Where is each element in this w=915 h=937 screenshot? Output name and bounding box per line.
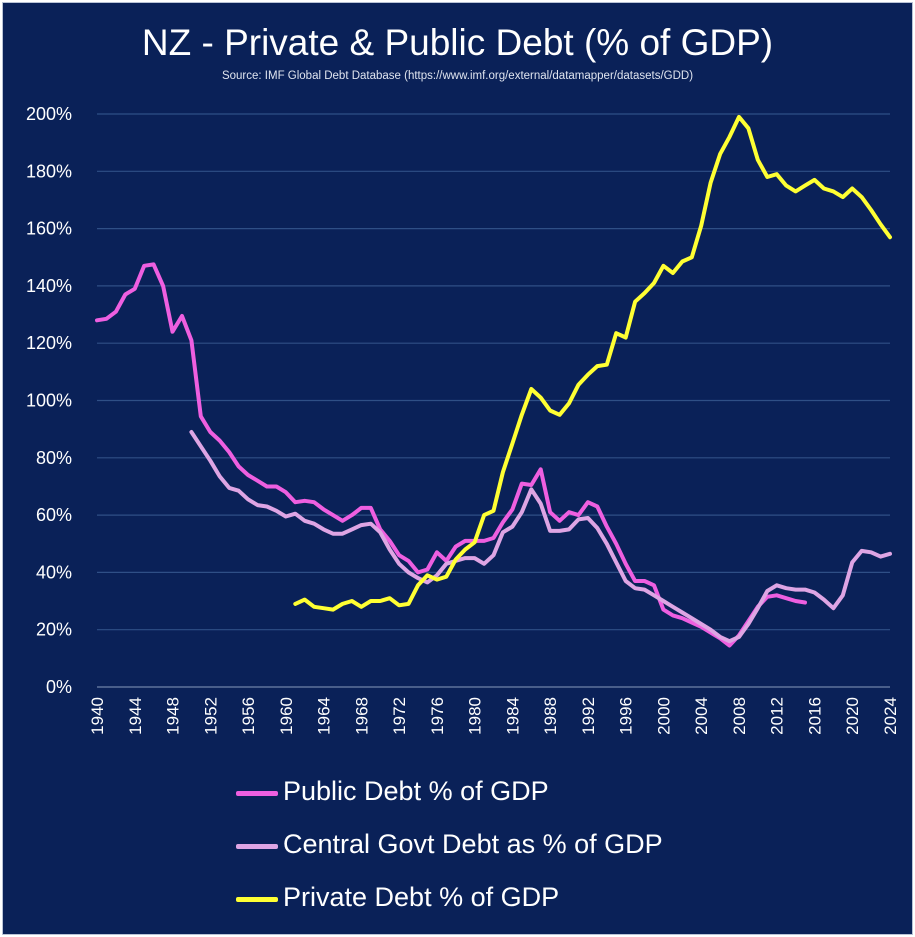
- legend-label-central-govt-debt: Central Govt Debt as % of GDP: [283, 829, 663, 859]
- y-tick-label: 0%: [46, 677, 72, 697]
- x-axis-ticks: 1940 1944 1948 1952 1956 1960 1964 1968 1972 1976…: [88, 697, 900, 735]
- series-line-private-debt-of-gdp: [293, 114, 892, 612]
- x-tick-label: 1968: [352, 697, 371, 735]
- series-lines: [95, 114, 892, 648]
- y-tick-label: 120%: [26, 333, 72, 353]
- legend-swatch-public-debt: [236, 791, 278, 796]
- x-tick-label: 2000: [654, 697, 673, 735]
- series-line-public-debt-of-gdp: [95, 262, 807, 648]
- y-tick-label: 40%: [36, 562, 72, 582]
- x-tick-label: 2024: [881, 697, 900, 735]
- y-tick-label: 180%: [26, 161, 72, 181]
- y-tick-label: 80%: [36, 448, 72, 468]
- x-tick-label: 1940: [88, 697, 107, 735]
- y-tick-label: 60%: [36, 505, 72, 525]
- chart-subtitle: Source: IMF Global Debt Database (https:…: [221, 70, 694, 82]
- y-tick-label: 100%: [26, 391, 72, 411]
- x-tick-label: 1960: [277, 697, 296, 735]
- gridlines: [97, 113, 890, 688]
- y-tick-label: 140%: [26, 276, 72, 296]
- y-tick-label: 200%: [26, 104, 72, 124]
- x-tick-label: 1948: [164, 697, 183, 735]
- x-tick-label: 1976: [428, 697, 447, 735]
- legend-label-private-debt: Private Debt % of GDP: [283, 882, 560, 912]
- legend-swatch-central-govt-debt: [236, 844, 278, 849]
- x-tick-label: 2016: [805, 697, 824, 735]
- x-tick-label: 2004: [692, 697, 711, 735]
- series-line-central-govt-debt-as-of-gdp: [189, 430, 892, 644]
- x-tick-label: 1984: [503, 697, 522, 735]
- x-tick-label: 1996: [617, 697, 636, 735]
- x-tick-label: 1972: [390, 697, 409, 735]
- chart-title: NZ - Private & Public Debt (% of GDP): [141, 22, 774, 63]
- x-tick-label: 2008: [730, 697, 749, 735]
- y-tick-label: 20%: [36, 620, 72, 640]
- y-axis-ticks: 0% 20% 40% 60% 80% 100% 120% 140% 160% 180% 200%: [26, 104, 72, 697]
- x-tick-label: 1944: [126, 697, 145, 735]
- x-tick-label: 1964: [315, 697, 334, 735]
- x-tick-label: 2012: [768, 697, 787, 735]
- x-tick-label: 2020: [843, 697, 862, 735]
- legend-swatch-private-debt: [236, 897, 278, 902]
- y-tick-label: 160%: [26, 219, 72, 239]
- x-tick-label: 1992: [579, 697, 598, 735]
- x-tick-label: 1952: [201, 697, 220, 735]
- x-tick-label: 1956: [239, 697, 258, 735]
- x-tick-label: 1988: [541, 697, 560, 735]
- legend-label-public-debt: Public Debt % of GDP: [283, 776, 549, 806]
- x-tick-label: 1980: [466, 697, 485, 735]
